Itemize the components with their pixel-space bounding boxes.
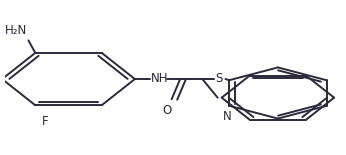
Text: H₂N: H₂N [4,24,27,37]
Text: NH: NH [151,72,169,85]
Text: N: N [223,110,232,123]
Text: O: O [162,104,171,117]
Text: S: S [215,72,222,85]
Text: F: F [42,115,49,128]
